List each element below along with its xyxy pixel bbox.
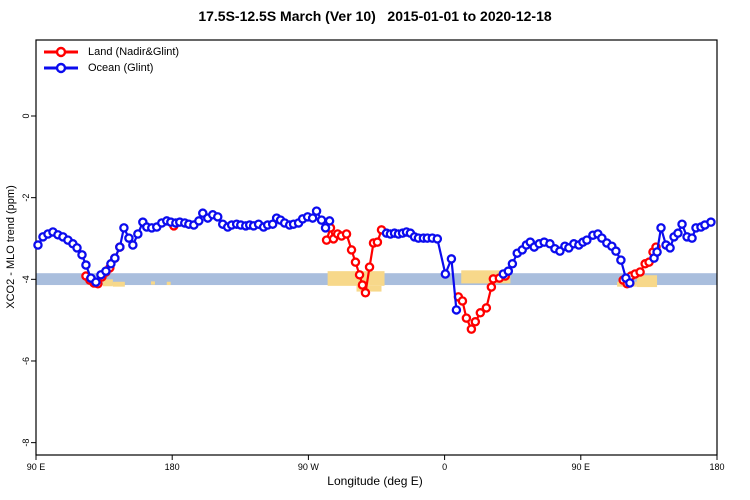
land-sample-patch	[356, 285, 382, 292]
land-sample-patch	[327, 271, 385, 286]
ocean-data-point	[706, 217, 716, 227]
land-data-point	[341, 229, 352, 239]
y-axis-title: XCO2 - MLO trend (ppm)	[5, 185, 17, 309]
land-data-point	[466, 324, 477, 334]
land-data-point	[360, 288, 371, 298]
ocean-data-point	[33, 240, 43, 250]
land-data-point	[372, 237, 383, 247]
x-tick-label: 90 W	[298, 462, 320, 472]
x-tick-label: 90 E	[572, 462, 591, 472]
ocean-data-point	[616, 255, 626, 265]
ocean-data-point	[324, 216, 335, 226]
ocean-data-point	[77, 250, 87, 260]
legend-label-land: Land (Nadir&Glint)	[88, 46, 180, 58]
land-sample-patch	[151, 281, 155, 285]
ocean-data-point	[91, 277, 101, 287]
land-data-point	[635, 267, 645, 277]
ocean-data-point	[507, 259, 518, 269]
ocean-data-point	[101, 266, 111, 276]
legend-label-ocean: Ocean (Glint)	[88, 62, 154, 74]
legend-item-ocean: Ocean (Glint)	[42, 60, 179, 76]
x-tick-label: 180	[165, 462, 180, 472]
land-data-point	[457, 296, 468, 306]
plot-title: 17.5S-12.5S March (Ver 10) 2015-01-01 to…	[198, 8, 552, 24]
ocean-data-point	[72, 243, 82, 253]
ocean-data-point	[316, 215, 327, 225]
ocean-data-point	[432, 234, 443, 244]
land-sample-patch	[102, 279, 113, 287]
ocean-data-point	[110, 253, 120, 263]
ocean-data-point	[687, 233, 697, 243]
y-tick-label: 0	[21, 113, 31, 118]
land-sample-patch	[636, 275, 658, 288]
ocean-data-point	[446, 254, 457, 264]
x-tick-label: 90 E	[27, 462, 46, 472]
ocean-data-point	[652, 247, 662, 257]
ocean-line-marker-icon	[44, 62, 78, 74]
y-tick-label: -6	[21, 357, 31, 365]
land-data-point	[461, 313, 472, 323]
land-data-point	[357, 280, 368, 290]
land-line-marker-icon	[44, 46, 78, 58]
ocean-data-point	[124, 233, 134, 243]
ocean-data-point	[582, 235, 592, 245]
land-data-point	[470, 317, 481, 327]
ocean-data-point	[115, 242, 125, 252]
ocean-data-point	[133, 229, 143, 239]
land-sample-patch	[166, 281, 171, 286]
ocean-data-point	[128, 240, 138, 250]
land-data-point	[364, 262, 375, 272]
ocean-data-point	[677, 219, 687, 229]
ocean-data-point	[194, 216, 204, 226]
ocean-data-point	[656, 223, 666, 233]
ocean-data-point	[81, 260, 91, 270]
ocean-data-point	[213, 212, 223, 222]
ocean-data-point	[320, 223, 331, 233]
y-tick-label: -4	[21, 275, 31, 283]
land-data-point	[475, 308, 486, 318]
ocean-data-point	[440, 269, 451, 279]
ocean-data-point	[611, 246, 621, 256]
ocean-data-point	[307, 213, 318, 223]
land-data-point	[486, 282, 497, 292]
x-axis-title: Longitude (deg E)	[327, 474, 423, 488]
ocean-data-point	[311, 206, 322, 216]
land-data-point	[481, 303, 492, 313]
ocean-data-point	[119, 223, 129, 233]
land-data-point	[354, 270, 365, 280]
ocean-data-point	[665, 243, 675, 253]
y-tick-label: -2	[21, 194, 31, 202]
land-sample-patch	[112, 281, 125, 287]
x-tick-label: 0	[442, 462, 447, 472]
y-tick-label: -8	[21, 439, 31, 447]
land-data-point	[350, 257, 361, 267]
legend-item-land: Land (Nadir&Glint)	[42, 44, 179, 60]
ocean-data-point	[451, 305, 462, 315]
land-data-point	[346, 245, 357, 255]
ocean-data-point	[625, 278, 635, 288]
legend: Land (Nadir&Glint) Ocean (Glint)	[42, 44, 179, 76]
ocean-data-point	[673, 228, 683, 238]
ocean-data-point	[503, 266, 514, 276]
x-tick-label: 180	[709, 462, 724, 472]
